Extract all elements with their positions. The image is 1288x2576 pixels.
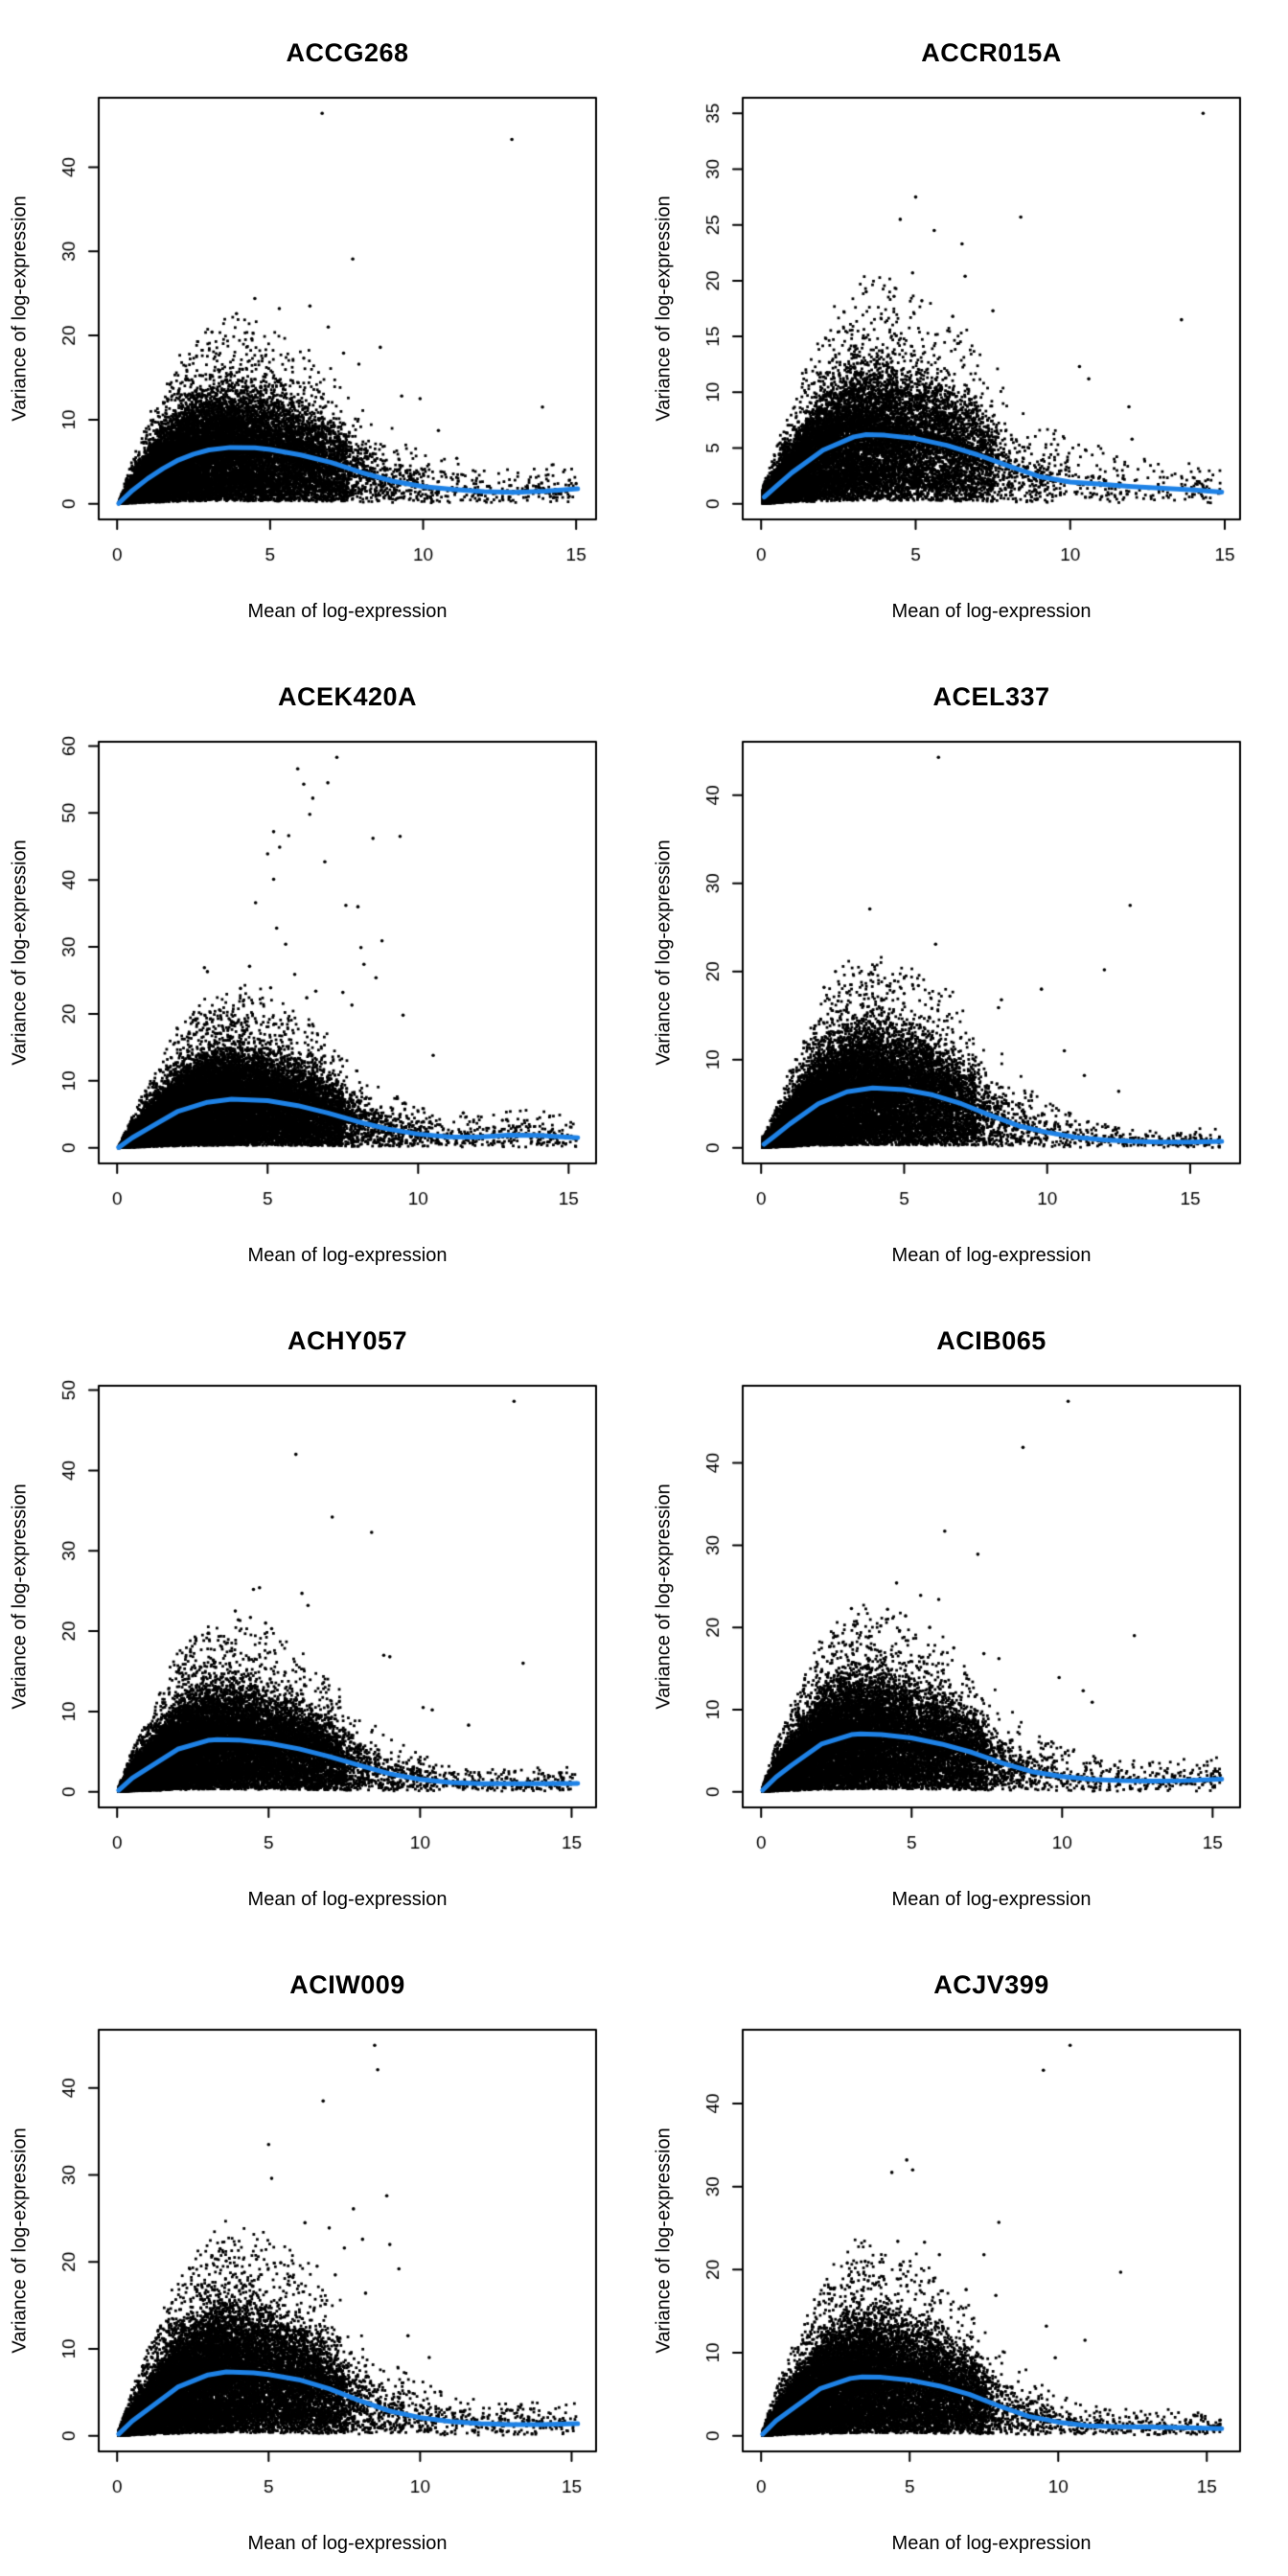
scatter-canvas (0, 1288, 644, 1932)
chart-panel-accg268: ACCG268 Variance of log-expression Mean … (0, 0, 644, 644)
scatter-canvas (644, 644, 1288, 1288)
scatter-canvas (0, 0, 644, 644)
chart-title: ACHY057 (287, 1326, 408, 1355)
x-axis-label: Mean of log-expression (891, 1245, 1092, 1266)
chart-panel-accr015a: ACCR015A Variance of log-expression Mean… (644, 0, 1288, 644)
x-axis-label: Mean of log-expression (247, 1245, 448, 1266)
x-axis-label: Mean of log-expression (247, 1889, 448, 1910)
chart-panel-achy057: ACHY057 Variance of log-expression Mean … (0, 1288, 644, 1932)
chart-panel-aciw009: ACIW009 Variance of log-expression Mean … (0, 1932, 644, 2576)
y-axis-label: Variance of log-expression (653, 196, 675, 422)
chart-title: ACJV399 (933, 1970, 1049, 1999)
chart-title: ACEK420A (277, 682, 418, 711)
chart-title: ACIW009 (289, 1970, 405, 1999)
x-axis-label: Mean of log-expression (891, 601, 1092, 622)
chart-title: ACCR015A (921, 38, 1062, 67)
y-axis-label: Variance of log-expression (653, 840, 675, 1066)
chart-panel-acib065: ACIB065 Variance of log-expression Mean … (644, 1288, 1288, 1932)
chart-title: ACEL337 (932, 682, 1050, 711)
chart-panel-acjv399: ACJV399 Variance of log-expression Mean … (644, 1932, 1288, 2576)
chart-title: ACIB065 (936, 1326, 1046, 1355)
x-axis-label: Mean of log-expression (247, 2533, 448, 2554)
scatter-canvas (644, 1288, 1288, 1932)
y-axis-label: Variance of log-expression (9, 1484, 31, 1710)
y-axis-label: Variance of log-expression (9, 840, 31, 1066)
y-axis-label: Variance of log-expression (9, 2128, 31, 2354)
x-axis-label: Mean of log-expression (891, 1889, 1092, 1910)
y-axis-label: Variance of log-expression (9, 196, 31, 422)
scatter-canvas (0, 644, 644, 1288)
scatter-canvas (0, 1932, 644, 2576)
chart-title: ACCG268 (286, 38, 409, 67)
chart-panel-acel337: ACEL337 Variance of log-expression Mean … (644, 644, 1288, 1288)
y-axis-label: Variance of log-expression (653, 1484, 675, 1710)
scatter-canvas (644, 1932, 1288, 2576)
scatter-canvas (644, 0, 1288, 644)
chart-panel-acek420a: ACEK420A Variance of log-expression Mean… (0, 644, 644, 1288)
x-axis-label: Mean of log-expression (247, 601, 448, 622)
x-axis-label: Mean of log-expression (891, 2533, 1092, 2554)
y-axis-label: Variance of log-expression (653, 2128, 675, 2354)
